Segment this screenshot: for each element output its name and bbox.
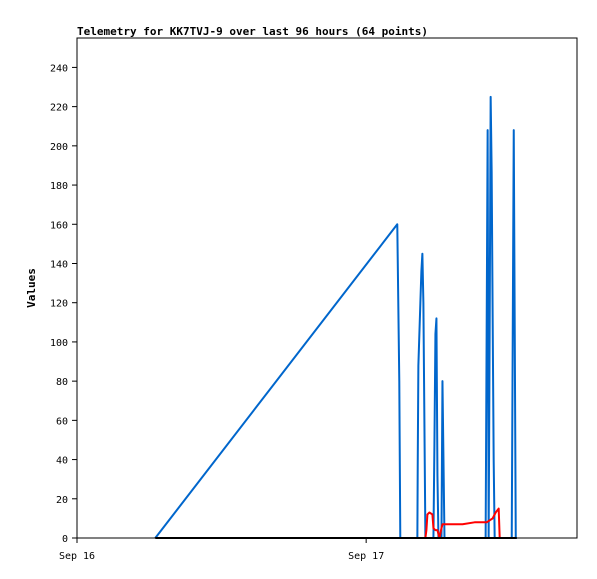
chart-title: Telemetry for KK7TVJ-9 over last 96 hour…	[77, 25, 428, 38]
x-tick-label: Sep 17	[348, 551, 384, 562]
y-tick-label: 160	[50, 220, 68, 231]
y-tick-label: 40	[56, 456, 68, 467]
y-tick-label: 220	[50, 103, 68, 114]
y-tick-label: 200	[50, 142, 68, 153]
y-tick-label: 20	[56, 495, 68, 506]
plot-frame	[76, 37, 578, 539]
y-tick-label: 60	[56, 416, 68, 427]
y-axis: 0 20 40 60 80 100 120 140 160 180 200 220 240	[50, 63, 77, 545]
y-tick-label: 80	[56, 377, 68, 388]
y-tick-label: 100	[50, 338, 68, 349]
y-tick-label: 140	[50, 259, 68, 270]
y-tick-label: 240	[50, 63, 68, 74]
y-tick-label: 0	[62, 534, 68, 545]
y-axis-label: Values	[25, 268, 38, 308]
y-tick-label: 180	[50, 181, 68, 192]
series-line-2	[424, 507, 501, 539]
y-tick-label: 120	[50, 299, 68, 310]
x-axis: Sep 16 Sep 17	[59, 538, 384, 562]
x-tick-label: Sep 16	[59, 551, 95, 562]
